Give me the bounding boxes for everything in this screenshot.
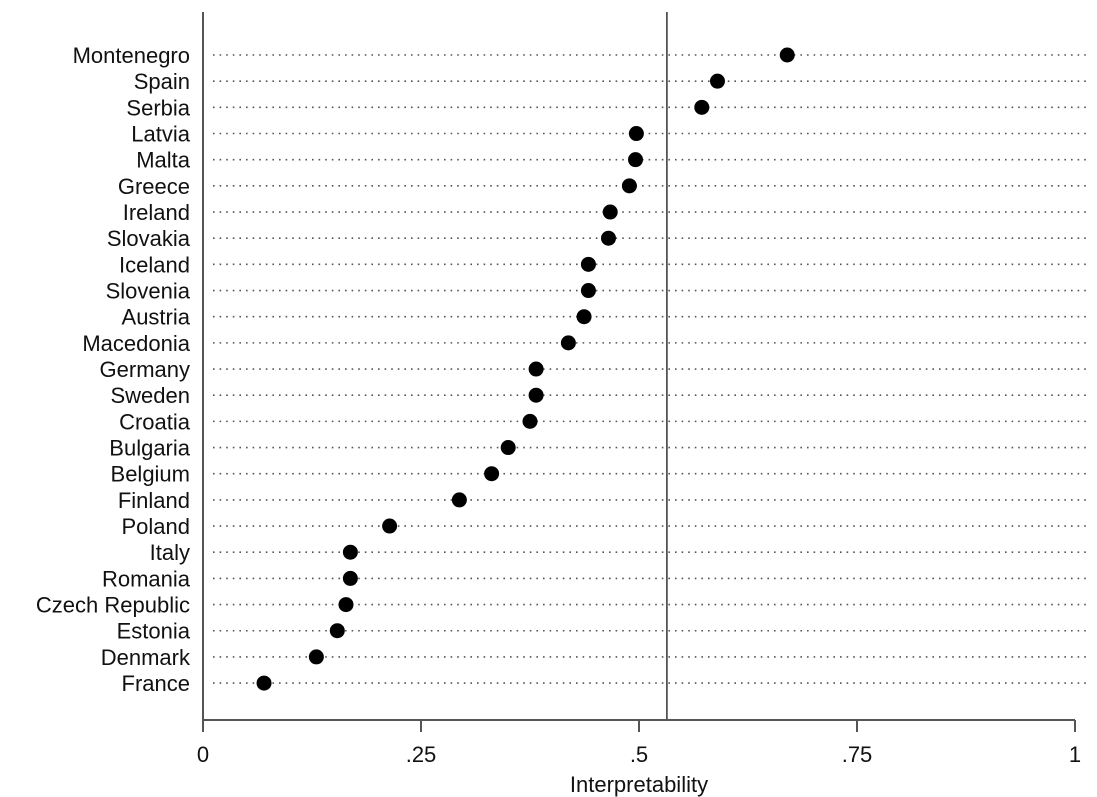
category-label: Denmark <box>101 645 191 670</box>
data-point <box>580 283 596 299</box>
x-axis-title: Interpretability <box>570 772 708 797</box>
category-labels: MontenegroSpainSerbiaLatviaMaltaGreeceIr… <box>36 43 191 696</box>
data-point <box>342 544 358 560</box>
data-point <box>600 230 616 246</box>
data-points <box>256 47 795 691</box>
category-label: Ireland <box>123 200 190 225</box>
category-label: Belgium <box>111 462 190 487</box>
category-label: Finland <box>118 488 190 513</box>
category-label: Serbia <box>126 95 190 120</box>
category-label: Romania <box>102 566 191 591</box>
data-point <box>602 204 618 220</box>
data-point <box>329 623 345 639</box>
x-tick-label: .25 <box>406 742 437 767</box>
category-label: Croatia <box>119 409 191 434</box>
category-label: Czech Republic <box>36 593 190 618</box>
data-point <box>382 518 398 534</box>
data-point <box>484 466 500 482</box>
data-point <box>560 335 576 351</box>
category-label: Estonia <box>117 619 191 644</box>
x-tick-label: 1 <box>1069 742 1081 767</box>
category-label: Montenegro <box>73 43 190 68</box>
category-label: Greece <box>118 174 190 199</box>
category-label: Spain <box>134 69 190 94</box>
category-label: Italy <box>150 540 190 565</box>
data-point <box>628 152 644 168</box>
data-point <box>709 73 725 89</box>
category-label: Bulgaria <box>109 436 190 461</box>
data-point <box>779 47 795 63</box>
category-label: Malta <box>136 148 191 173</box>
data-point <box>338 597 354 613</box>
category-label: Sweden <box>110 383 190 408</box>
category-label: Latvia <box>131 122 190 147</box>
data-point <box>694 99 710 115</box>
data-point <box>628 126 644 142</box>
data-point <box>528 361 544 377</box>
guide-lines <box>213 54 1090 684</box>
category-label: Slovenia <box>106 279 191 304</box>
x-ticks: 0 .25 .5 .75 1 <box>197 720 1081 767</box>
category-label: Germany <box>100 357 190 382</box>
category-label: Poland <box>121 514 190 539</box>
category-label: France <box>122 671 190 696</box>
x-tick-label: .75 <box>842 742 873 767</box>
x-tick-label: 0 <box>197 742 209 767</box>
data-point <box>451 492 467 508</box>
data-point <box>580 256 596 272</box>
data-point <box>576 309 592 325</box>
data-point <box>342 570 358 586</box>
x-tick-label: .5 <box>630 742 648 767</box>
data-point <box>256 675 272 691</box>
data-point <box>621 178 637 194</box>
category-label: Slovakia <box>107 226 191 251</box>
data-point <box>500 440 516 456</box>
data-point <box>308 649 324 665</box>
category-label: Iceland <box>119 252 190 277</box>
category-label: Macedonia <box>82 331 190 356</box>
category-label: Austria <box>122 305 191 330</box>
data-point <box>522 413 538 429</box>
data-point <box>528 387 544 403</box>
